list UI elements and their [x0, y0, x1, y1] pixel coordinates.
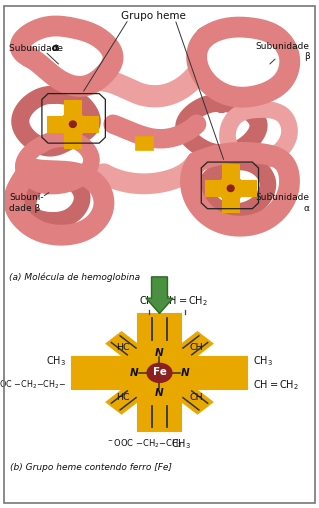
- Text: CH$_3$: CH$_3$: [139, 295, 159, 308]
- Polygon shape: [231, 177, 242, 188]
- Bar: [122, 343, 197, 402]
- Bar: [222, 196, 239, 212]
- Text: CH$_3$: CH$_3$: [253, 354, 273, 368]
- Bar: [239, 180, 256, 196]
- Polygon shape: [107, 391, 137, 414]
- Bar: [64, 100, 81, 116]
- Text: $^-$OOC $-$CH$_2$$-$CH$_2$$-$: $^-$OOC $-$CH$_2$$-$CH$_2$$-$: [0, 378, 66, 391]
- Bar: [221, 179, 240, 197]
- Text: α: α: [52, 43, 59, 53]
- Polygon shape: [61, 113, 73, 124]
- Polygon shape: [182, 332, 212, 355]
- Text: CH$=$CH$_2$: CH$=$CH$_2$: [253, 378, 299, 392]
- Text: HC: HC: [116, 393, 130, 402]
- Text: CH: CH: [189, 343, 203, 353]
- Bar: [64, 132, 81, 148]
- Text: Subunidade
α: Subunidade α: [256, 193, 309, 212]
- Text: Subunidade: Subunidade: [10, 44, 66, 53]
- Text: (a) Molécula de hemoglobina: (a) Molécula de hemoglobina: [10, 272, 141, 282]
- Circle shape: [227, 185, 234, 192]
- Polygon shape: [231, 188, 242, 200]
- Text: Subunidade
β: Subunidade β: [256, 42, 309, 61]
- Polygon shape: [73, 113, 85, 124]
- Circle shape: [147, 363, 172, 383]
- Polygon shape: [61, 124, 73, 136]
- Text: N: N: [155, 388, 164, 398]
- Text: CH$=$CH$_2$: CH$=$CH$_2$: [162, 295, 208, 308]
- Bar: [197, 357, 247, 389]
- Text: CH$_3$: CH$_3$: [46, 354, 66, 368]
- Text: $^-$OOC $-$CH$_2$$-$CH$_2$: $^-$OOC $-$CH$_2$$-$CH$_2$: [106, 437, 182, 450]
- Bar: [135, 136, 153, 150]
- Bar: [138, 314, 181, 343]
- Bar: [72, 357, 122, 389]
- Bar: [138, 402, 181, 431]
- Bar: [205, 180, 222, 196]
- Polygon shape: [182, 391, 212, 414]
- Text: (b) Grupo heme contendo ferro [Fe]: (b) Grupo heme contendo ferro [Fe]: [11, 462, 172, 471]
- Bar: [81, 116, 98, 132]
- Bar: [63, 115, 82, 133]
- Text: HC: HC: [116, 343, 130, 353]
- Bar: [47, 116, 64, 132]
- Text: Subuni-
dade β: Subuni- dade β: [10, 193, 44, 212]
- Polygon shape: [219, 188, 231, 200]
- Text: Grupo heme: Grupo heme: [121, 11, 186, 21]
- Text: CH: CH: [189, 393, 203, 402]
- Text: CH$_3$: CH$_3$: [171, 437, 191, 451]
- Polygon shape: [219, 177, 231, 188]
- Text: N: N: [181, 368, 190, 378]
- Text: N: N: [129, 368, 138, 378]
- Circle shape: [70, 121, 76, 128]
- Polygon shape: [107, 332, 137, 355]
- Text: N: N: [155, 348, 164, 358]
- Text: Fe: Fe: [152, 367, 167, 377]
- Polygon shape: [73, 124, 85, 136]
- Bar: [222, 164, 239, 180]
